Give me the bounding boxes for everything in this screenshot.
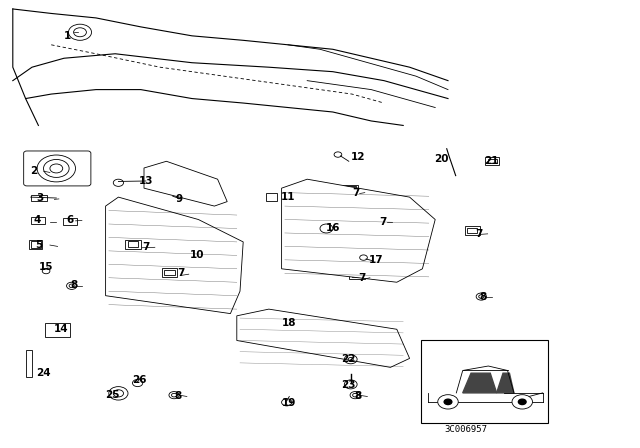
Bar — [63, 218, 77, 225]
Bar — [45, 323, 70, 337]
Text: 25: 25 — [105, 390, 119, 400]
Bar — [29, 240, 42, 249]
Polygon shape — [497, 373, 514, 393]
Bar — [31, 195, 47, 201]
Text: 19: 19 — [282, 398, 296, 408]
Circle shape — [512, 395, 532, 409]
Bar — [372, 215, 383, 220]
Text: 10: 10 — [190, 250, 204, 260]
Bar — [346, 186, 356, 192]
Bar — [125, 240, 141, 249]
Bar — [349, 270, 365, 279]
Polygon shape — [282, 179, 435, 282]
Text: 7: 7 — [475, 229, 483, 239]
Text: 20: 20 — [435, 154, 449, 164]
Text: 12: 12 — [351, 152, 365, 162]
Polygon shape — [463, 373, 497, 393]
Text: 2: 2 — [29, 166, 37, 176]
Text: 7: 7 — [142, 242, 150, 252]
Text: 4: 4 — [33, 215, 41, 225]
Polygon shape — [144, 161, 227, 206]
Text: 7: 7 — [177, 268, 184, 278]
Text: 3C006957: 3C006957 — [444, 425, 488, 434]
Text: 18: 18 — [282, 318, 296, 327]
Bar — [31, 241, 41, 248]
Text: 24: 24 — [36, 368, 51, 378]
Bar — [488, 159, 497, 163]
Circle shape — [444, 399, 452, 405]
Bar — [421, 340, 548, 423]
Bar — [485, 157, 499, 165]
Text: 5: 5 — [35, 240, 42, 250]
Text: 16: 16 — [326, 224, 340, 233]
Bar — [370, 213, 385, 222]
Bar — [343, 185, 358, 194]
Text: 7: 7 — [352, 188, 360, 198]
Text: 8: 8 — [174, 392, 182, 401]
Bar — [266, 193, 277, 201]
Text: 8: 8 — [70, 280, 77, 290]
Bar — [465, 226, 480, 235]
Text: 11: 11 — [281, 192, 295, 202]
Text: 14: 14 — [54, 324, 68, 334]
Text: 1: 1 — [63, 31, 71, 41]
Text: 22: 22 — [342, 354, 356, 364]
Bar — [467, 228, 477, 233]
Bar — [164, 270, 175, 275]
Text: 26: 26 — [132, 375, 147, 385]
Bar — [128, 241, 138, 247]
Bar — [352, 271, 362, 277]
Polygon shape — [237, 309, 410, 367]
Text: 21: 21 — [484, 156, 499, 166]
Text: 7: 7 — [358, 273, 365, 283]
Bar — [162, 268, 177, 277]
Text: 23: 23 — [342, 380, 356, 390]
Circle shape — [518, 399, 526, 405]
Polygon shape — [106, 197, 243, 314]
Text: 6: 6 — [67, 215, 74, 225]
Bar — [26, 350, 32, 377]
Text: 17: 17 — [369, 255, 383, 265]
Circle shape — [438, 395, 458, 409]
Text: 13: 13 — [139, 176, 153, 186]
Bar — [31, 217, 45, 224]
Text: 15: 15 — [39, 262, 53, 271]
Text: 9: 9 — [175, 194, 183, 204]
FancyBboxPatch shape — [24, 151, 91, 186]
Text: 7: 7 — [379, 217, 387, 227]
Text: 3: 3 — [36, 193, 44, 203]
Text: 8: 8 — [355, 392, 362, 401]
Text: 8: 8 — [479, 292, 487, 302]
